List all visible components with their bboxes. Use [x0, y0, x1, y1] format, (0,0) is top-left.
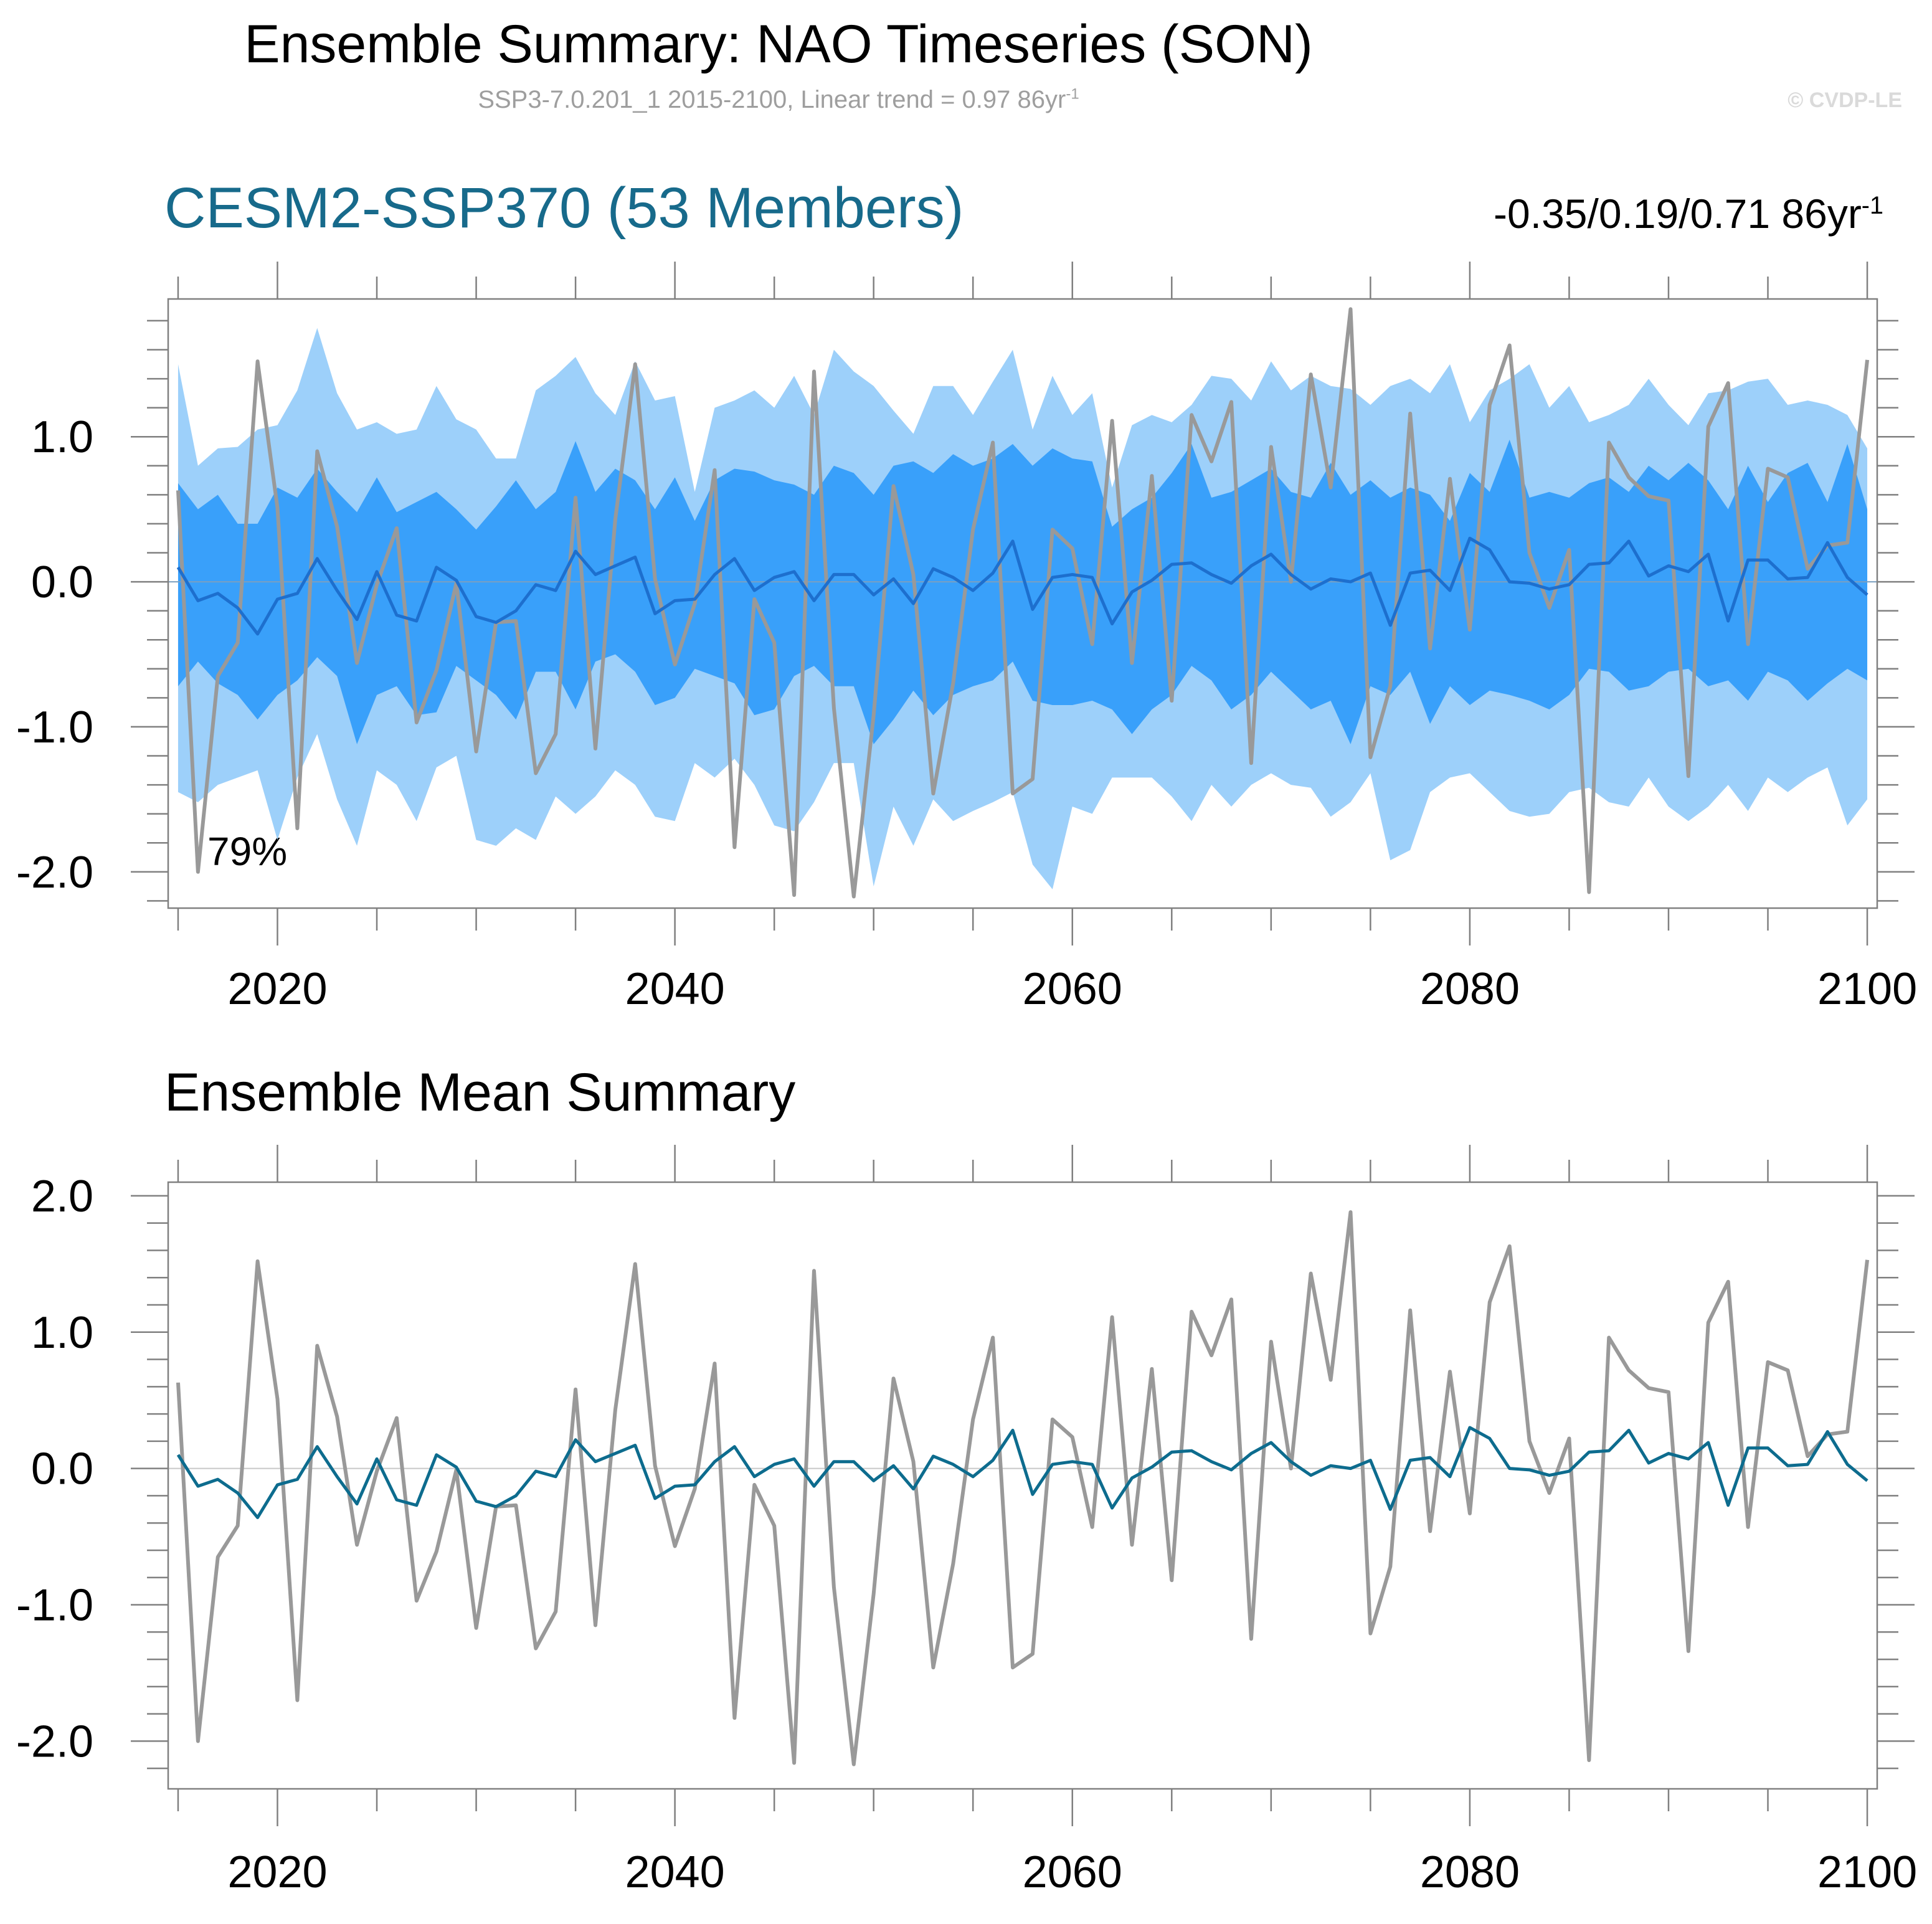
watermark: © CVDP-LE	[1788, 88, 1902, 112]
x-tick-label: 2060	[1023, 1847, 1122, 1897]
ensemble-mean-line	[176, 536, 1868, 636]
observations-line	[176, 1210, 1870, 1766]
bottom-panel-title: Ensemble Mean Summary	[164, 1063, 796, 1122]
x-tick-label: 2020	[227, 1847, 327, 1897]
figure-title: Ensemble Summary: NAO Timeseries (SON)	[244, 14, 1313, 74]
top-panel-percent-annotation: 79%	[207, 829, 288, 874]
y-tick-label: -1.0	[16, 1581, 93, 1631]
subtitle-unit-exponent: -1	[1066, 85, 1079, 103]
trend-range-text: -0.35/0.19/0.71 86yr	[1494, 191, 1862, 237]
y-tick-label: 0.0	[31, 557, 93, 607]
top-panel-trend-range: -0.35/0.19/0.71 86yr-1	[1494, 190, 1883, 237]
ensemble-mean-line	[176, 1426, 1868, 1519]
y-tick-label: 2.0	[31, 1172, 93, 1221]
x-tick-label: 2020	[227, 964, 327, 1014]
top-plot-frame	[167, 298, 1878, 909]
x-tick-label: 2060	[1023, 964, 1122, 1014]
top-panel-title: CESM2-SSP370 (53 Members)	[164, 176, 964, 240]
y-tick-label: 0.0	[31, 1444, 93, 1494]
x-tick-label: 2100	[1817, 964, 1917, 1014]
x-tick-label: 2040	[625, 1847, 725, 1897]
y-tick-label: -2.0	[16, 1717, 93, 1766]
bottom-plot-frame	[167, 1181, 1878, 1790]
observations-line	[176, 307, 1870, 899]
trend-range-unit-exponent: -1	[1861, 192, 1883, 219]
bottom-panel-plot: 2020 2040 2060 2080 2100 2.0 1.0 0.0 -1.0 -2.0	[16, 1145, 1917, 1897]
x-tick-label: 2100	[1817, 1847, 1917, 1897]
y-tick-label: -2.0	[16, 848, 93, 898]
y-tick-label: 1.0	[31, 412, 93, 462]
x-tick-label: 2040	[625, 964, 725, 1014]
subtitle-text: SSP3-7.0.201_1 2015-2100, Linear trend =…	[478, 86, 1066, 113]
figure-subtitle: SSP3-7.0.201_1 2015-2100, Linear trend =…	[0, 86, 1557, 114]
top-panel-plot: 2020 2040 2060 2080 2100 1.0 0.0 -1.0 -2.0	[16, 262, 1917, 1014]
x-tick-label: 2080	[1420, 964, 1520, 1014]
y-tick-label: -1.0	[16, 703, 93, 752]
x-tick-label: 2080	[1420, 1847, 1520, 1897]
y-tick-label: 1.0	[31, 1308, 93, 1358]
